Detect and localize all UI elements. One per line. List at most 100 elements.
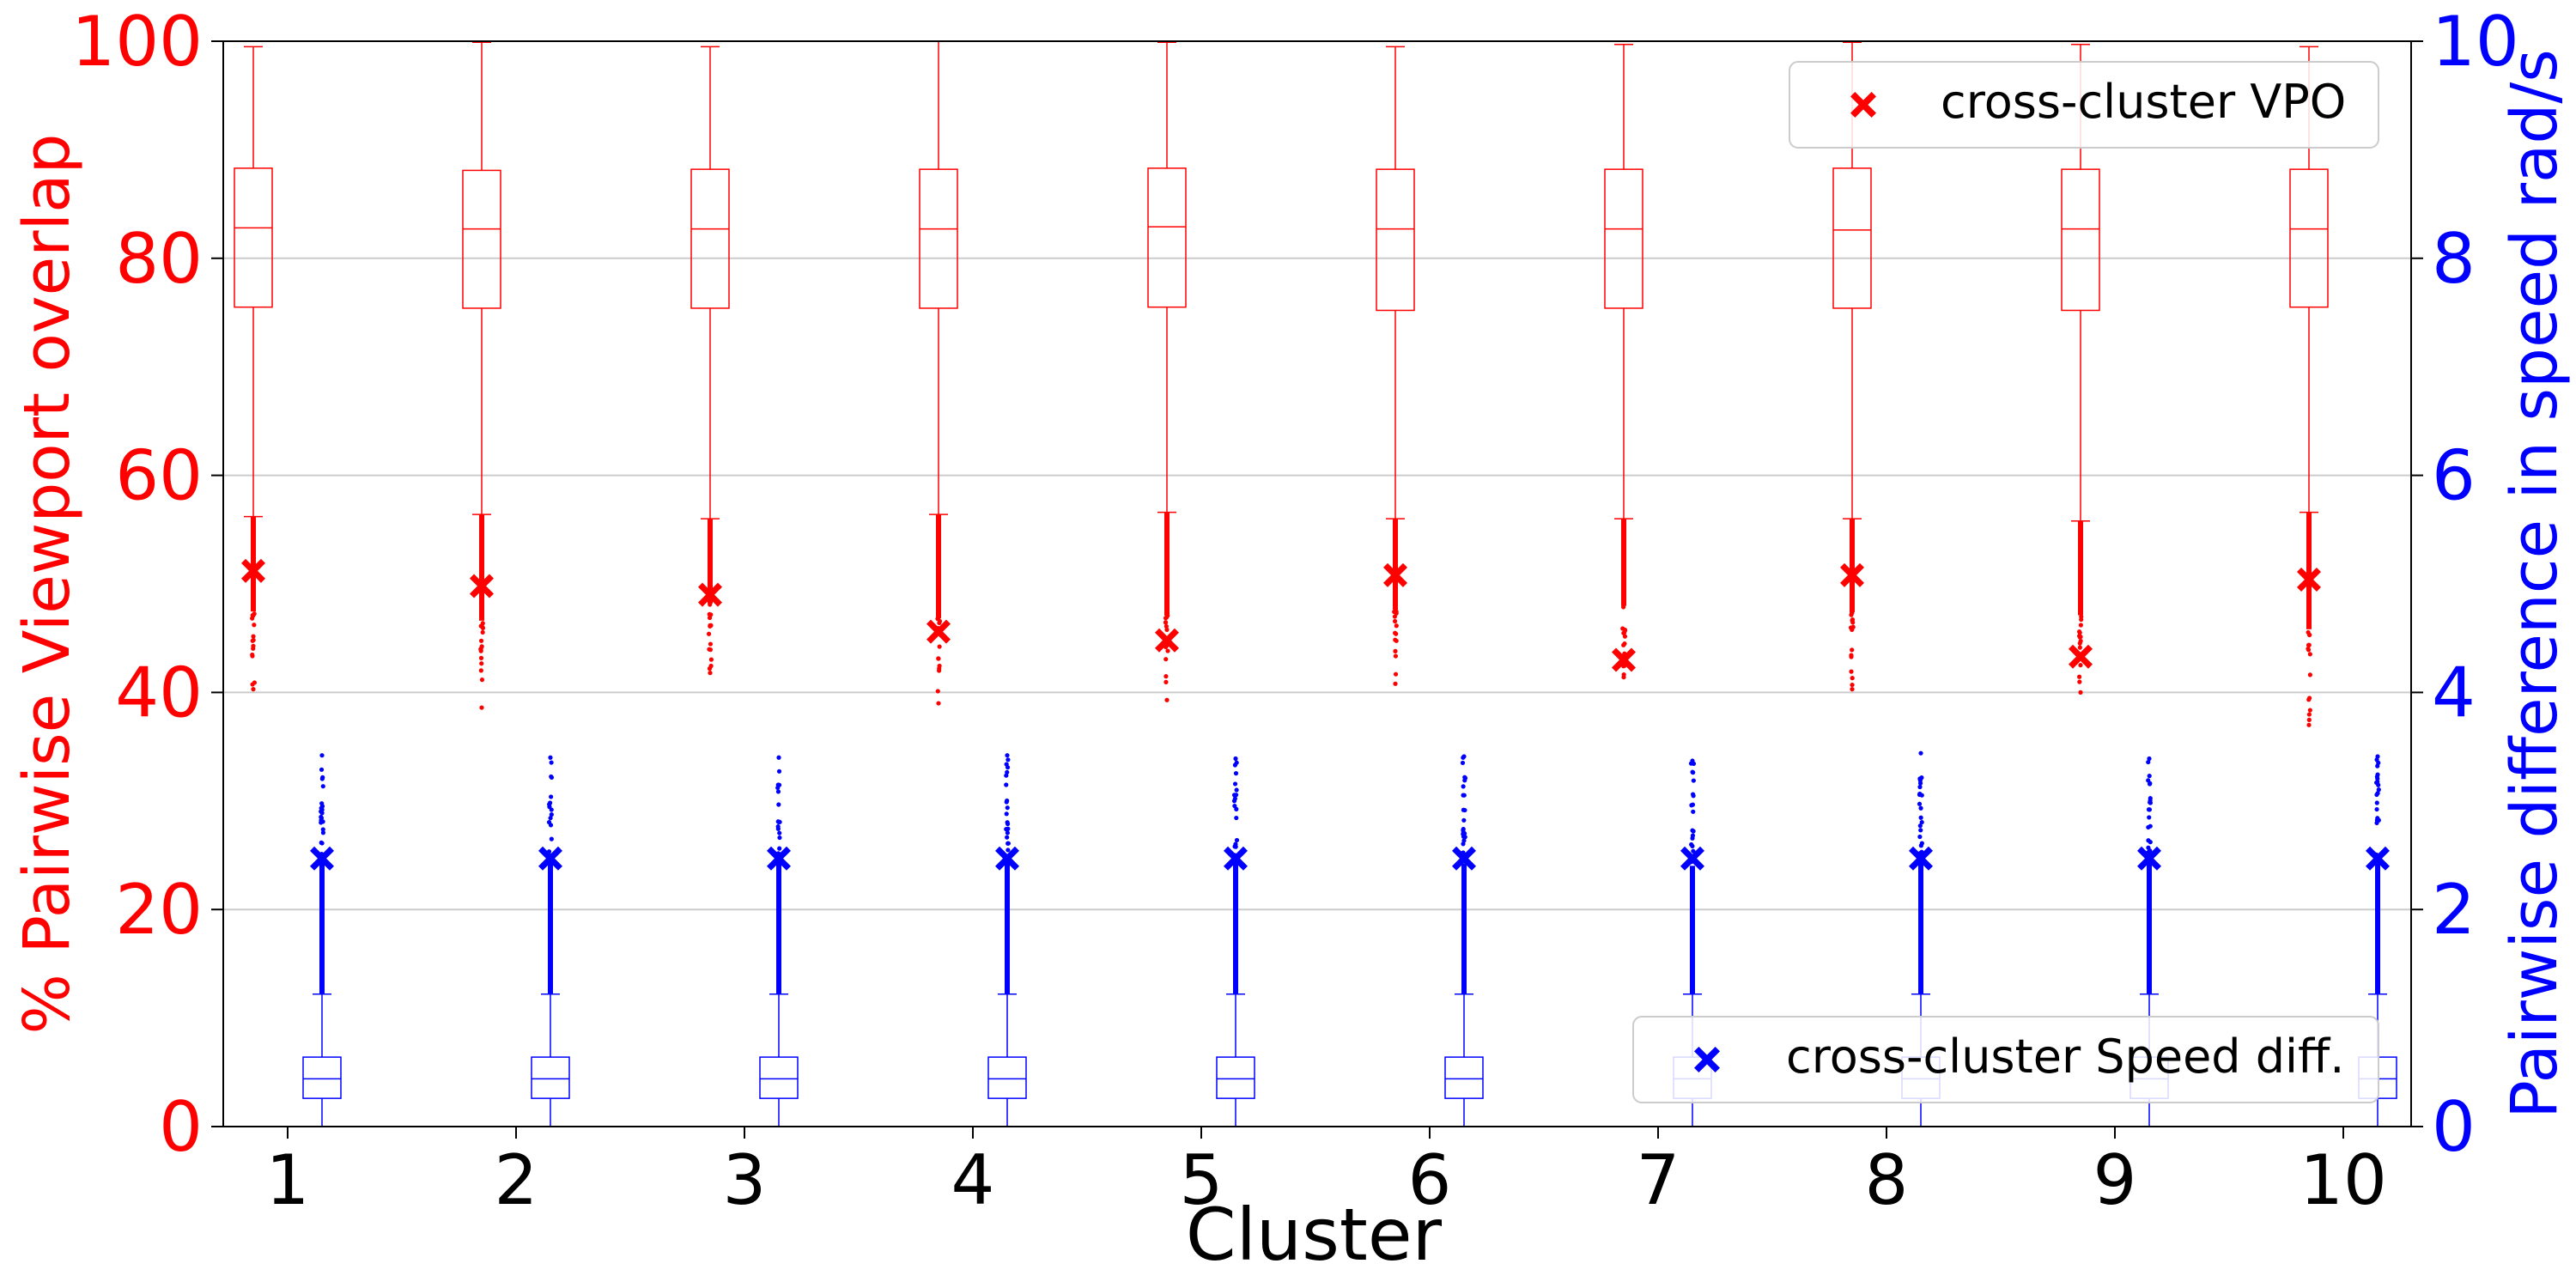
speed-fliers bbox=[1231, 756, 1240, 994]
speed-flier-point bbox=[1004, 773, 1009, 778]
vpo-flier-point bbox=[706, 631, 712, 636]
vpo-flier-point bbox=[2306, 647, 2312, 653]
vpo-flier-point bbox=[251, 634, 256, 639]
vpo-flier-point bbox=[2306, 712, 2312, 717]
vpo-flier-point bbox=[1393, 681, 1398, 686]
vpo-flier-point bbox=[936, 701, 941, 706]
speed-flier-point bbox=[1231, 793, 1237, 798]
vpo-flier-point bbox=[1163, 620, 1169, 625]
vpo-flier-point bbox=[251, 643, 256, 648]
vpo-flier-point bbox=[2078, 663, 2083, 668]
x-tick-label: 2 bbox=[495, 1140, 538, 1220]
x-tick-label: 3 bbox=[723, 1140, 767, 1220]
vpo-flier-point bbox=[1393, 671, 1399, 677]
speed-flier-point bbox=[1005, 805, 1010, 811]
speed-flier-point bbox=[777, 830, 782, 835]
vpo-boxes bbox=[234, 40, 2329, 727]
speed-flier-point bbox=[548, 755, 553, 760]
speed-flier-point bbox=[1917, 792, 1923, 798]
vpo-box-rect bbox=[1376, 168, 1415, 312]
speed-flier-point bbox=[777, 819, 782, 824]
speed-flier-point bbox=[320, 830, 326, 835]
speed-flier-point bbox=[1005, 753, 1010, 758]
vpo-flier-point bbox=[1621, 675, 1626, 680]
vpo-flier-point bbox=[478, 638, 484, 643]
vpo-flier-point bbox=[937, 644, 942, 649]
vpo-flier-band bbox=[479, 514, 484, 621]
speed-fliers bbox=[546, 755, 555, 994]
vpo-box-rect bbox=[1832, 167, 1872, 309]
vpo-flier-point bbox=[2078, 690, 2083, 696]
vpo-flier-point bbox=[1621, 605, 1626, 610]
speed-flier-point bbox=[2374, 800, 2379, 805]
speed-flier-point bbox=[319, 804, 325, 809]
speed-flier-point bbox=[2146, 807, 2152, 812]
speed-flier-point bbox=[1461, 807, 1466, 812]
vpo-flier-point bbox=[2307, 632, 2312, 637]
vpo-flier-point bbox=[480, 629, 485, 635]
left-tick-label: 20 bbox=[115, 870, 203, 950]
speed-flier-point bbox=[2146, 759, 2151, 765]
speed-flier-band bbox=[1233, 864, 1238, 994]
vpo-box-7 bbox=[1604, 44, 1643, 680]
speed-flier-point bbox=[1234, 760, 1239, 765]
speed-flier-point bbox=[2146, 838, 2151, 843]
vpo-fliers bbox=[1163, 512, 1170, 702]
speed-flier-point bbox=[1918, 805, 1923, 811]
speed-flier-point bbox=[1004, 827, 1009, 832]
speed-flier-point bbox=[549, 812, 554, 817]
speed-flier-point bbox=[319, 814, 324, 820]
vpo-flier-point bbox=[479, 661, 484, 666]
speed-box-1 bbox=[302, 753, 342, 1127]
right-tick-label: 10 bbox=[2432, 2, 2519, 82]
vpo-cross-cluster-marker bbox=[1155, 628, 1179, 653]
x-axis-label: Cluster bbox=[1186, 1193, 1443, 1277]
speed-flier-point bbox=[548, 823, 554, 828]
speed-flier-point bbox=[1461, 831, 1466, 837]
speed-flier-point bbox=[549, 774, 554, 780]
speed-flier-point bbox=[1461, 838, 1467, 843]
vpo-flier-point bbox=[2307, 652, 2312, 657]
speed-flier-band bbox=[548, 864, 553, 994]
vpo-flier-point bbox=[1393, 648, 1398, 653]
right-tick-label: 6 bbox=[2432, 436, 2476, 516]
vpo-flier-point bbox=[708, 602, 713, 607]
vpo-box-6 bbox=[1376, 46, 1415, 686]
speed-cross-cluster-marker bbox=[1452, 846, 1476, 871]
vpo-flier-point bbox=[1393, 637, 1398, 642]
x-ticks: 1 2 3 4 5 6 7 8 9 10 bbox=[266, 1127, 2387, 1220]
vpo-box-rect bbox=[1604, 168, 1643, 309]
vpo-fliers bbox=[1392, 519, 1399, 686]
vpo-flier-point bbox=[1850, 647, 1855, 653]
vpo-flier-point bbox=[1849, 669, 1854, 674]
speed-flier-band bbox=[1461, 863, 1467, 994]
legend-speed-frame bbox=[1632, 1016, 2379, 1103]
vpo-cross-cluster-marker bbox=[241, 558, 265, 583]
speed-box-rect bbox=[1444, 1056, 1484, 1099]
speed-flier-point bbox=[2373, 780, 2379, 786]
vpo-cross-cluster-marker bbox=[927, 619, 951, 644]
speed-cross-cluster-marker bbox=[310, 846, 334, 871]
speed-flier-point bbox=[1691, 792, 1696, 797]
speed-box-4 bbox=[987, 753, 1027, 1127]
speed-flier-band bbox=[776, 864, 781, 994]
vpo-cross-cluster-marker bbox=[2297, 567, 2321, 592]
right-tick-label: 4 bbox=[2432, 653, 2476, 732]
speed-box-2 bbox=[531, 755, 570, 1127]
speed-flier-point bbox=[2375, 791, 2380, 796]
speed-box-rect bbox=[987, 1056, 1027, 1099]
speed-box-rect bbox=[302, 1056, 342, 1099]
speed-flier-point bbox=[1919, 775, 1924, 781]
vpo-flier-point bbox=[936, 656, 941, 661]
vpo-fliers bbox=[706, 519, 714, 676]
legend-speed: cross-cluster Speed diff. bbox=[1632, 1016, 2379, 1103]
speed-flier-point bbox=[319, 767, 325, 772]
legend-vpo-marker-icon bbox=[1850, 92, 1876, 118]
speed-flier-point bbox=[1005, 821, 1011, 827]
x-tick-label: 4 bbox=[951, 1140, 995, 1220]
left-tick-label: 100 bbox=[71, 2, 203, 82]
speed-cross-cluster-marker bbox=[767, 846, 791, 871]
speed-flier-point bbox=[319, 809, 324, 814]
vpo-flier-point bbox=[479, 677, 485, 683]
speed-flier-band bbox=[1918, 861, 1923, 994]
